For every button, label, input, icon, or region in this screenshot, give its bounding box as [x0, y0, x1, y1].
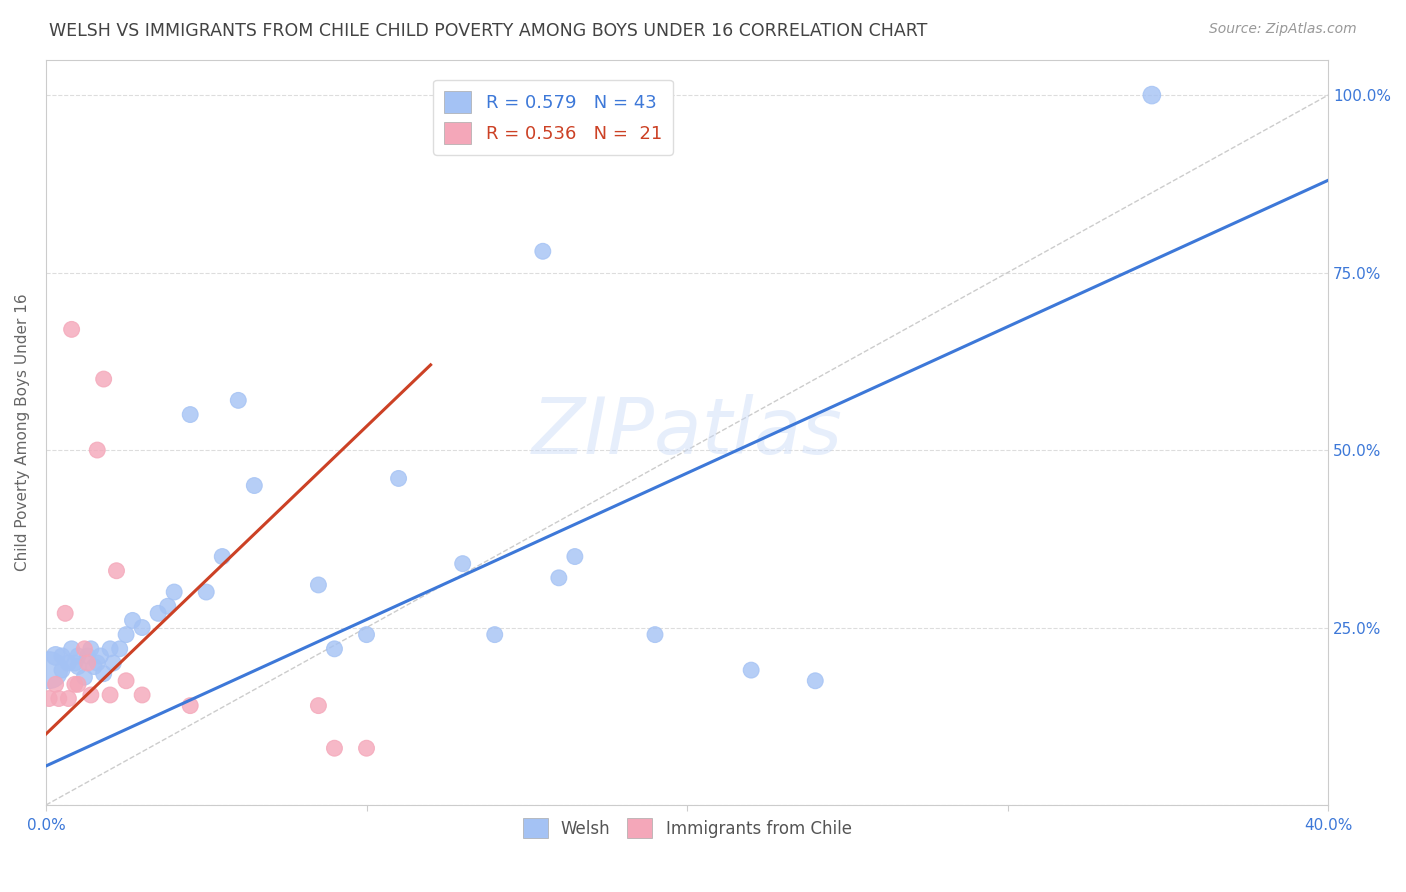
- Point: [103, 656, 125, 670]
- Point: [105, 564, 128, 578]
- Point: [243, 478, 266, 492]
- Point: [740, 663, 762, 677]
- Point: [83, 659, 105, 673]
- Point: [98, 688, 121, 702]
- Point: [66, 648, 89, 663]
- Point: [195, 585, 218, 599]
- Point: [451, 557, 474, 571]
- Point: [211, 549, 233, 564]
- Point: [38, 691, 60, 706]
- Point: [58, 656, 80, 670]
- Point: [76, 656, 98, 670]
- Point: [98, 641, 121, 656]
- Point: [66, 677, 89, 691]
- Point: [531, 244, 554, 259]
- Point: [51, 648, 73, 663]
- Point: [53, 607, 76, 621]
- Point: [60, 322, 83, 336]
- Point: [387, 471, 409, 485]
- Point: [146, 607, 169, 621]
- Point: [108, 641, 131, 656]
- Point: [86, 443, 108, 458]
- Point: [45, 677, 67, 691]
- Point: [93, 372, 115, 386]
- Point: [644, 627, 666, 641]
- Text: ZIPatlas: ZIPatlas: [531, 394, 842, 470]
- Point: [226, 393, 249, 408]
- Point: [356, 627, 378, 641]
- Point: [51, 663, 73, 677]
- Point: [80, 641, 103, 656]
- Point: [93, 666, 115, 681]
- Point: [131, 688, 153, 702]
- Point: [179, 408, 201, 422]
- Point: [356, 741, 378, 756]
- Text: WELSH VS IMMIGRANTS FROM CHILE CHILD POVERTY AMONG BOYS UNDER 16 CORRELATION CHA: WELSH VS IMMIGRANTS FROM CHILE CHILD POV…: [49, 22, 928, 40]
- Text: Source: ZipAtlas.com: Source: ZipAtlas.com: [1209, 22, 1357, 37]
- Point: [89, 648, 111, 663]
- Point: [63, 677, 86, 691]
- Point: [484, 627, 506, 641]
- Point: [564, 549, 586, 564]
- Point: [86, 656, 108, 670]
- Point: [307, 578, 329, 592]
- Point: [73, 670, 96, 684]
- Point: [73, 641, 96, 656]
- Point: [76, 648, 98, 663]
- Point: [66, 659, 89, 673]
- Point: [48, 691, 70, 706]
- Point: [45, 648, 67, 663]
- Point: [115, 673, 138, 688]
- Point: [323, 741, 346, 756]
- Point: [115, 627, 138, 641]
- Point: [156, 599, 179, 614]
- Point: [131, 621, 153, 635]
- Point: [804, 673, 827, 688]
- Point: [547, 571, 569, 585]
- Point: [58, 691, 80, 706]
- Point: [80, 688, 103, 702]
- Point: [307, 698, 329, 713]
- Point: [121, 614, 143, 628]
- Point: [1140, 88, 1163, 103]
- Point: [179, 698, 201, 713]
- Point: [63, 656, 86, 670]
- Point: [60, 641, 83, 656]
- Legend: Welsh, Immigrants from Chile: Welsh, Immigrants from Chile: [516, 812, 858, 845]
- Point: [38, 663, 60, 677]
- Point: [323, 641, 346, 656]
- Y-axis label: Child Poverty Among Boys Under 16: Child Poverty Among Boys Under 16: [15, 293, 30, 571]
- Point: [163, 585, 186, 599]
